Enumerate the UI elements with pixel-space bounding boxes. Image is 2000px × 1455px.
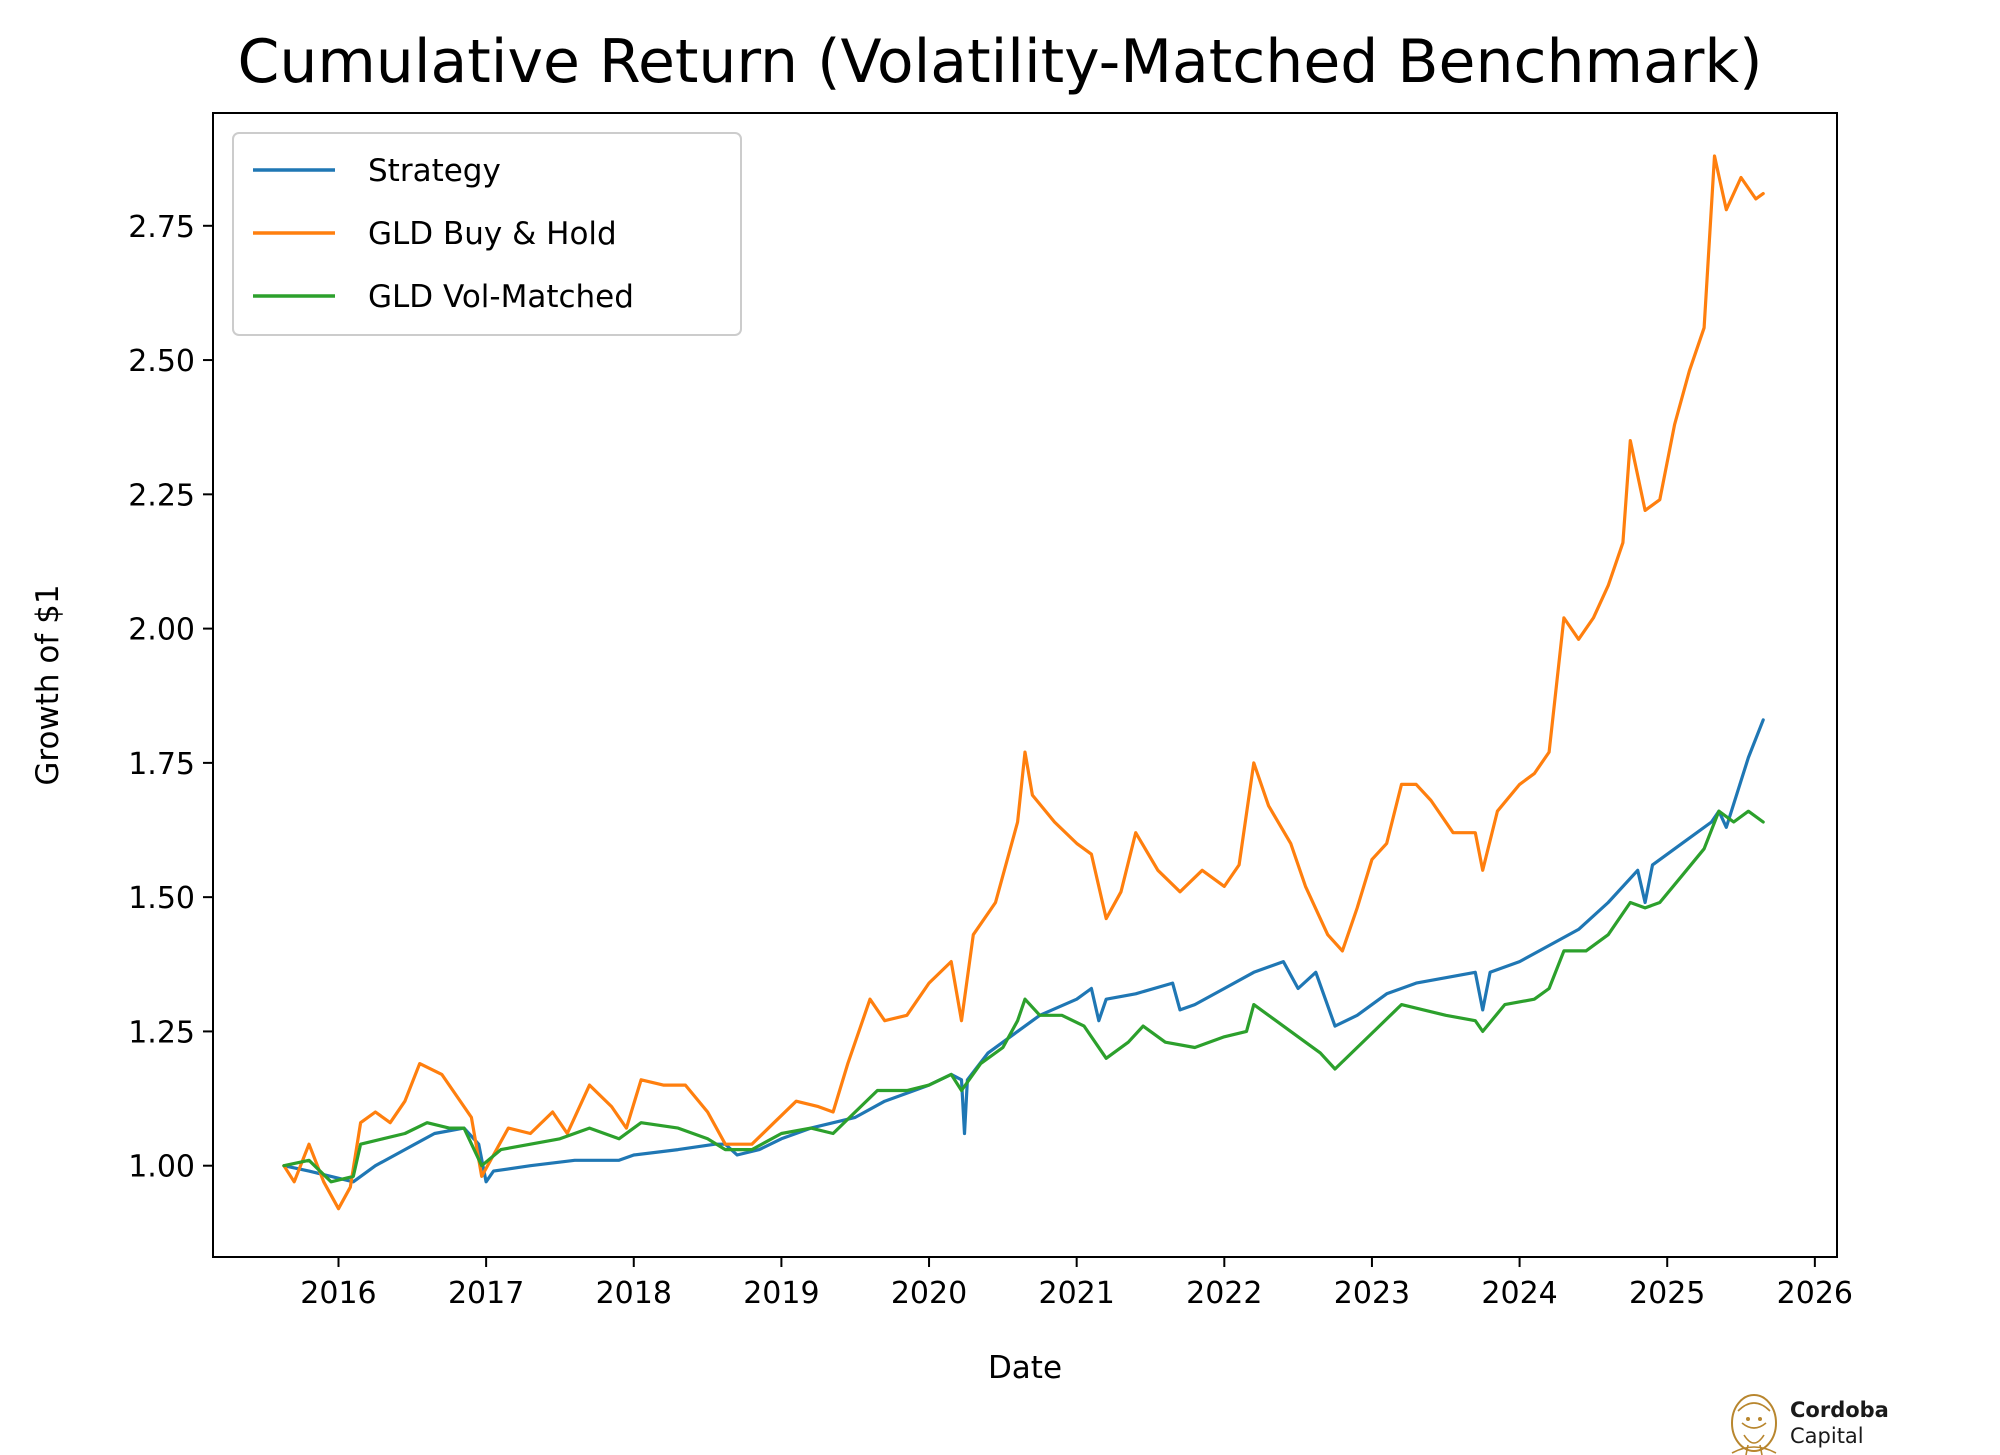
x-tick-label: 2019 xyxy=(743,1276,819,1311)
x-tick-label: 2022 xyxy=(1186,1276,1262,1311)
legend: Strategy GLD Buy & Hold GLD Vol-Matched xyxy=(232,132,742,336)
cordoba-capital-logo: Cordoba Capital xyxy=(1731,1394,1889,1455)
y-tick-label: 2.00 xyxy=(128,613,195,648)
series-line-strategy xyxy=(282,718,1765,1184)
x-axis-label: Date xyxy=(988,1350,1062,1386)
y-axis: 1.00 1.25 1.50 1.75 2.00 2.25 2.50 2.75 xyxy=(128,210,213,1185)
y-tick-label: 1.50 xyxy=(128,881,195,916)
x-tick-label: 2025 xyxy=(1629,1276,1705,1311)
chart-title: Cumulative Return (Volatility-Matched Be… xyxy=(237,27,1762,97)
portrait-icon xyxy=(1731,1394,1777,1455)
legend-label: GLD Buy & Hold xyxy=(368,216,617,252)
x-tick-label: 2017 xyxy=(448,1276,524,1311)
y-tick-label: 1.00 xyxy=(128,1150,195,1185)
x-tick-label: 2016 xyxy=(300,1276,376,1311)
x-tick-label: 2018 xyxy=(596,1276,672,1311)
legend-label: GLD Vol-Matched xyxy=(368,279,634,315)
logo-subtitle: Capital xyxy=(1790,1424,1864,1448)
plot-area-frame xyxy=(212,112,1838,1258)
series-layer xyxy=(282,154,1765,1211)
x-tick-label: 2024 xyxy=(1481,1276,1557,1311)
x-tick-label: 2023 xyxy=(1334,1276,1410,1311)
legend-box xyxy=(232,132,742,336)
x-tick-label: 2026 xyxy=(1777,1276,1853,1311)
y-tick-label: 2.75 xyxy=(128,210,195,245)
legend-label: Strategy xyxy=(368,153,501,189)
y-tick-label: 2.25 xyxy=(128,478,195,513)
y-tick-label: 1.25 xyxy=(128,1015,195,1050)
x-tick-label: 2020 xyxy=(891,1276,967,1311)
x-tick-label: 2021 xyxy=(1038,1276,1114,1311)
logo-name: Cordoba xyxy=(1790,1398,1889,1422)
x-axis: 2016 2017 2018 2019 2020 2021 2022 2023 2024 2025… xyxy=(300,1257,1853,1311)
y-axis-label: Growth of $1 xyxy=(30,584,66,785)
y-tick-label: 1.75 xyxy=(128,747,195,782)
y-tick-label: 2.50 xyxy=(128,344,195,379)
series-line-gld-vol-matched xyxy=(282,809,1765,1184)
